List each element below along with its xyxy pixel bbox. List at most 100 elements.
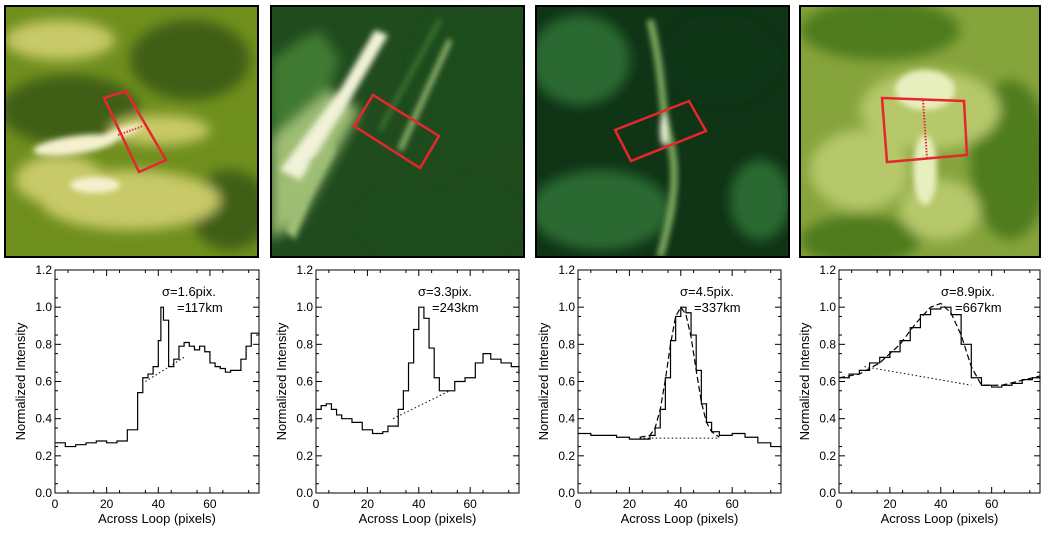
y-tick-label: 1.2 xyxy=(35,263,52,277)
image-2-bright-loop xyxy=(280,30,388,180)
image-1-border xyxy=(4,5,259,258)
image-4-bright-region xyxy=(913,135,937,205)
y-tick-label: 1.0 xyxy=(819,300,836,314)
x-tick-label: 60 xyxy=(985,497,999,511)
roi-cut-4 xyxy=(922,99,928,159)
y-tick-label: 0.0 xyxy=(296,486,313,500)
background-line xyxy=(864,366,972,386)
y-axis-label: Normalized Intensity xyxy=(536,322,551,440)
y-tick-label: 0.6 xyxy=(296,375,313,389)
image-4-dark-region xyxy=(800,6,960,60)
image-panel-1 xyxy=(4,5,259,258)
sigma-label-4: σ=8.9pix. xyxy=(941,284,995,299)
image-1-light-region xyxy=(5,20,115,60)
x-tick-label: 60 xyxy=(725,497,739,511)
x-axis-label: Across Loop (pixels) xyxy=(359,511,477,526)
image-1-bright-blob xyxy=(70,177,120,193)
width-label-3: =337km xyxy=(694,300,741,315)
plot-frame xyxy=(315,269,520,494)
image-2-thin-loop xyxy=(397,38,453,152)
image-3-border xyxy=(535,5,790,258)
y-axis-label: Normalized Intensity xyxy=(274,322,289,440)
y-tick-label: 1.2 xyxy=(296,263,313,277)
image-1-dark-region xyxy=(5,75,140,145)
y-tick-label: 0.8 xyxy=(558,337,575,351)
y-tick-label: 1.0 xyxy=(35,300,52,314)
background-line xyxy=(145,356,185,382)
y-tick-label: 0.0 xyxy=(819,486,836,500)
image-1-light-region xyxy=(110,115,210,145)
y-tick-label: 0.6 xyxy=(558,375,575,389)
roi-box-2 xyxy=(352,93,441,170)
y-tick-label: 0.6 xyxy=(819,375,836,389)
image-4-light-region xyxy=(810,130,910,210)
x-axis-label: Across Loop (pixels) xyxy=(621,511,739,526)
x-tick-label: 60 xyxy=(463,497,477,511)
y-axis-label: Normalized Intensity xyxy=(13,322,28,440)
y-tick-label: 0.2 xyxy=(296,449,313,463)
y-tick-label: 0.0 xyxy=(558,486,575,500)
sigma-label-3: σ=4.5pix. xyxy=(680,284,734,299)
sigma-label-1: σ=1.6pix. xyxy=(162,284,216,299)
width-label-2: =243km xyxy=(432,300,479,315)
image-2-dark-region xyxy=(360,180,520,257)
intensity-profile-line xyxy=(578,306,782,453)
intensity-profile-line xyxy=(55,306,260,448)
y-tick-label: 1.2 xyxy=(819,263,836,277)
y-tick-label: 0.4 xyxy=(558,412,575,426)
y-tick-label: 0.4 xyxy=(819,412,836,426)
image-panel-2 xyxy=(270,5,525,258)
x-tick-label: 40 xyxy=(412,497,426,511)
image-3-bright-loop xyxy=(646,19,678,257)
y-tick-label: 0.2 xyxy=(35,449,52,463)
y-tick-label: 0.2 xyxy=(819,449,836,463)
x-tick-label: 40 xyxy=(934,497,948,511)
y-tick-label: 0.8 xyxy=(819,337,836,351)
image-4-light-region xyxy=(900,180,980,240)
x-axis-label: Across Loop (pixels) xyxy=(881,511,999,526)
y-tick-label: 0.4 xyxy=(296,412,313,426)
x-tick-label: 60 xyxy=(203,497,217,511)
y-axis-label: Normalized Intensity xyxy=(797,322,812,440)
sigma-label-2: σ=3.3pix. xyxy=(418,284,472,299)
image-3-region xyxy=(536,15,630,105)
x-tick-label: 0 xyxy=(52,497,59,511)
y-tick-label: 0.8 xyxy=(296,337,313,351)
image-3-region xyxy=(660,15,780,105)
y-tick-label: 0.6 xyxy=(35,375,52,389)
y-tick-label: 0.4 xyxy=(35,412,52,426)
image-panel-3 xyxy=(535,5,790,258)
image-4-dark-region xyxy=(800,215,920,257)
x-axis-label: Across Loop (pixels) xyxy=(98,511,216,526)
image-2-thin-loop xyxy=(378,19,442,131)
image-2-border xyxy=(270,5,525,258)
width-label-4: =667km xyxy=(955,300,1002,315)
x-tick-label: 40 xyxy=(152,497,166,511)
roi-box-3 xyxy=(613,99,708,163)
roi-cut-1 xyxy=(117,125,144,136)
image-4-border xyxy=(799,5,1041,258)
image-4-bright-region xyxy=(895,70,955,110)
y-tick-label: 1.2 xyxy=(558,263,575,277)
y-tick-label: 0.8 xyxy=(35,337,52,351)
image-3-loop-core xyxy=(660,114,668,146)
y-tick-label: 1.0 xyxy=(558,300,575,314)
gaussian-fit-line xyxy=(639,306,720,438)
x-tick-label: 20 xyxy=(623,497,637,511)
x-tick-label: 20 xyxy=(883,497,897,511)
image-3-region xyxy=(730,160,789,240)
plot-frame xyxy=(54,269,260,494)
x-tick-label: 20 xyxy=(361,497,375,511)
image-1-bright-loop xyxy=(86,123,144,147)
roi-box-4 xyxy=(880,96,969,164)
x-tick-label: 0 xyxy=(575,497,582,511)
background-line xyxy=(392,390,450,420)
y-tick-label: 1.0 xyxy=(296,300,313,314)
